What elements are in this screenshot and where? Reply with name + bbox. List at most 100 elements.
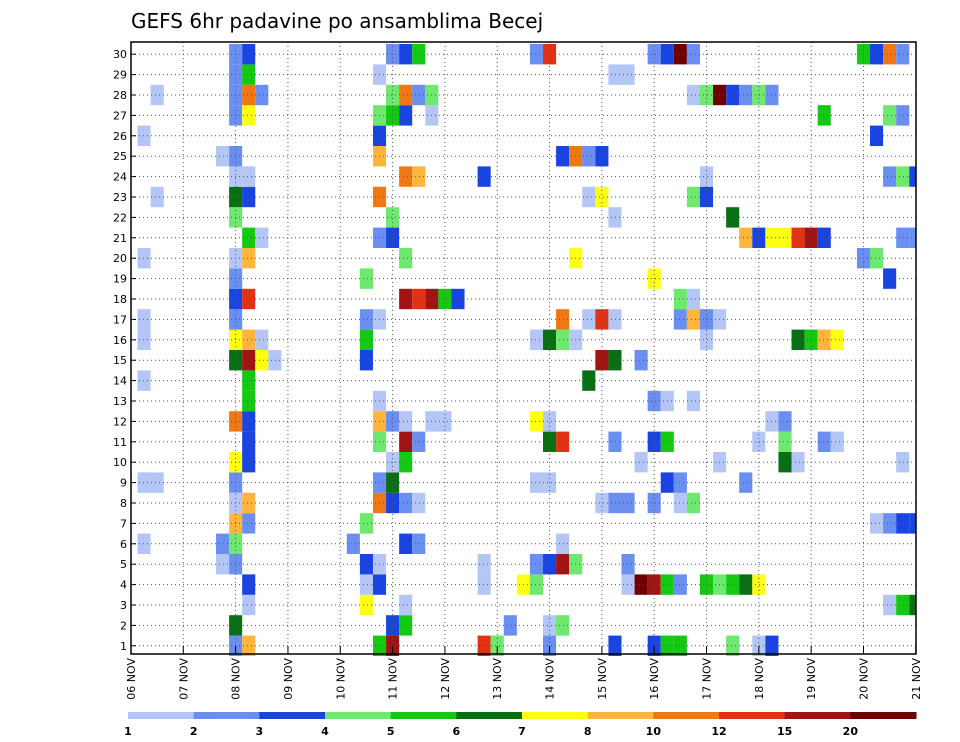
heatmap-cell	[242, 350, 256, 371]
heatmap-cell	[870, 248, 884, 269]
heatmap-cell	[726, 635, 740, 656]
heatmap-cell	[216, 533, 230, 554]
x-axis-ticks: 06 NOV 07 NOV 08 NOV 09 NOV 10 NOV 11 NOV 12 N…	[125, 646, 923, 700]
heatmap-cell	[621, 554, 635, 575]
heatmap-cell	[896, 105, 910, 126]
heatmap-cell	[686, 288, 700, 310]
heatmap-cell	[673, 492, 687, 514]
heatmap-cell	[883, 268, 897, 289]
heatmap-cells	[137, 44, 916, 656]
heatmap-cell	[346, 533, 360, 554]
heatmap-cell	[529, 472, 544, 493]
heatmap-cell	[817, 227, 831, 248]
y-tick-label: 3	[120, 599, 127, 612]
heatmap-cell	[412, 492, 426, 514]
heatmap-cell	[242, 635, 256, 656]
heatmap-cell	[634, 452, 648, 473]
heatmap-cell	[883, 44, 897, 65]
heatmap-cell	[595, 146, 609, 167]
heatmap-cell	[137, 472, 151, 493]
colorbar-swatch	[522, 712, 589, 719]
heatmap-cell	[556, 329, 570, 350]
y-tick-label: 22	[113, 211, 127, 224]
heatmap-cell	[137, 370, 151, 391]
x-tick-label: 16 NOV	[648, 658, 661, 700]
heatmap-cell	[621, 492, 635, 514]
heatmap-cell	[673, 44, 687, 65]
heatmap-cell	[242, 390, 256, 412]
heatmap-cell	[242, 492, 256, 514]
heatmap-cell	[477, 166, 491, 187]
heatmap-cell	[399, 431, 413, 452]
heatmap-cell	[726, 84, 740, 106]
colorbar-label: 6	[453, 725, 461, 738]
y-tick-label: 30	[113, 48, 127, 61]
heatmap-cell	[477, 554, 491, 575]
colorbar-swatch	[390, 712, 457, 719]
heatmap-cell	[582, 146, 596, 167]
y-tick-label: 25	[113, 150, 127, 163]
heatmap-cell	[621, 64, 635, 85]
heatmap-cell	[699, 166, 714, 187]
heatmap-cell	[830, 431, 844, 452]
colorbar-label: 3	[256, 725, 264, 738]
heatmap-cell	[870, 125, 884, 146]
heatmap-cell	[412, 44, 426, 65]
heatmap-cell	[817, 329, 831, 350]
x-tick-label: 10 NOV	[334, 658, 347, 700]
y-tick-label: 1	[120, 640, 127, 653]
heatmap-cell	[896, 594, 910, 616]
heatmap-cell	[543, 329, 557, 350]
heatmap-cell	[216, 146, 230, 167]
colorbar-swatch	[719, 712, 786, 719]
y-tick-label: 4	[120, 579, 127, 592]
heatmap-cell	[386, 227, 400, 248]
heatmap-cell	[608, 207, 622, 228]
colorbar-label: 1	[124, 725, 132, 738]
heatmap-cell	[242, 370, 256, 391]
y-tick-label: 29	[113, 69, 127, 82]
y-tick-label: 6	[120, 538, 127, 551]
heatmap-cell	[359, 329, 373, 350]
heatmap-cell	[242, 227, 256, 248]
y-tick-label: 9	[120, 477, 127, 490]
heatmap-cell	[686, 186, 700, 208]
y-tick-label: 5	[120, 558, 127, 571]
heatmap-cell	[556, 309, 570, 330]
heatmap-cell	[608, 431, 622, 452]
heatmap-cell	[909, 166, 916, 187]
heatmap-cell	[909, 513, 916, 534]
heatmap-cell	[647, 431, 661, 452]
heatmap-cell	[543, 615, 557, 636]
heatmap-cell	[386, 411, 400, 432]
heatmap-cell	[726, 574, 740, 595]
heatmap-cell	[150, 186, 164, 208]
heatmap-cell	[686, 390, 700, 412]
x-tick-label: 12 NOV	[439, 658, 452, 700]
heatmap-cell	[399, 452, 413, 473]
colorbar-swatch	[784, 712, 851, 719]
x-tick-label: 17 NOV	[701, 658, 714, 700]
heatmap-cell	[386, 615, 400, 636]
heatmap-cell	[242, 513, 256, 534]
heatmap-cell	[242, 431, 256, 452]
heatmap-cell	[896, 513, 910, 534]
y-tick-label: 28	[113, 89, 127, 102]
heatmap-cell	[543, 554, 557, 575]
y-tick-label: 7	[120, 517, 127, 530]
y-tick-label: 10	[113, 456, 127, 469]
heatmap-cell	[359, 309, 373, 330]
heatmap-cell	[699, 329, 714, 350]
heatmap-cell	[556, 554, 570, 575]
heatmap-cell	[582, 186, 596, 208]
y-tick-label: 17	[113, 313, 127, 326]
heatmap-cell	[739, 84, 753, 106]
x-tick-label: 15 NOV	[596, 658, 609, 700]
plot-frame	[130, 41, 917, 655]
heatmap-cell	[399, 44, 413, 65]
heatmap-cell	[752, 431, 766, 452]
heatmap-cell	[490, 635, 504, 656]
heatmap-cell	[399, 594, 413, 616]
y-tick-label: 18	[113, 293, 127, 306]
heatmap-cell	[896, 452, 910, 473]
